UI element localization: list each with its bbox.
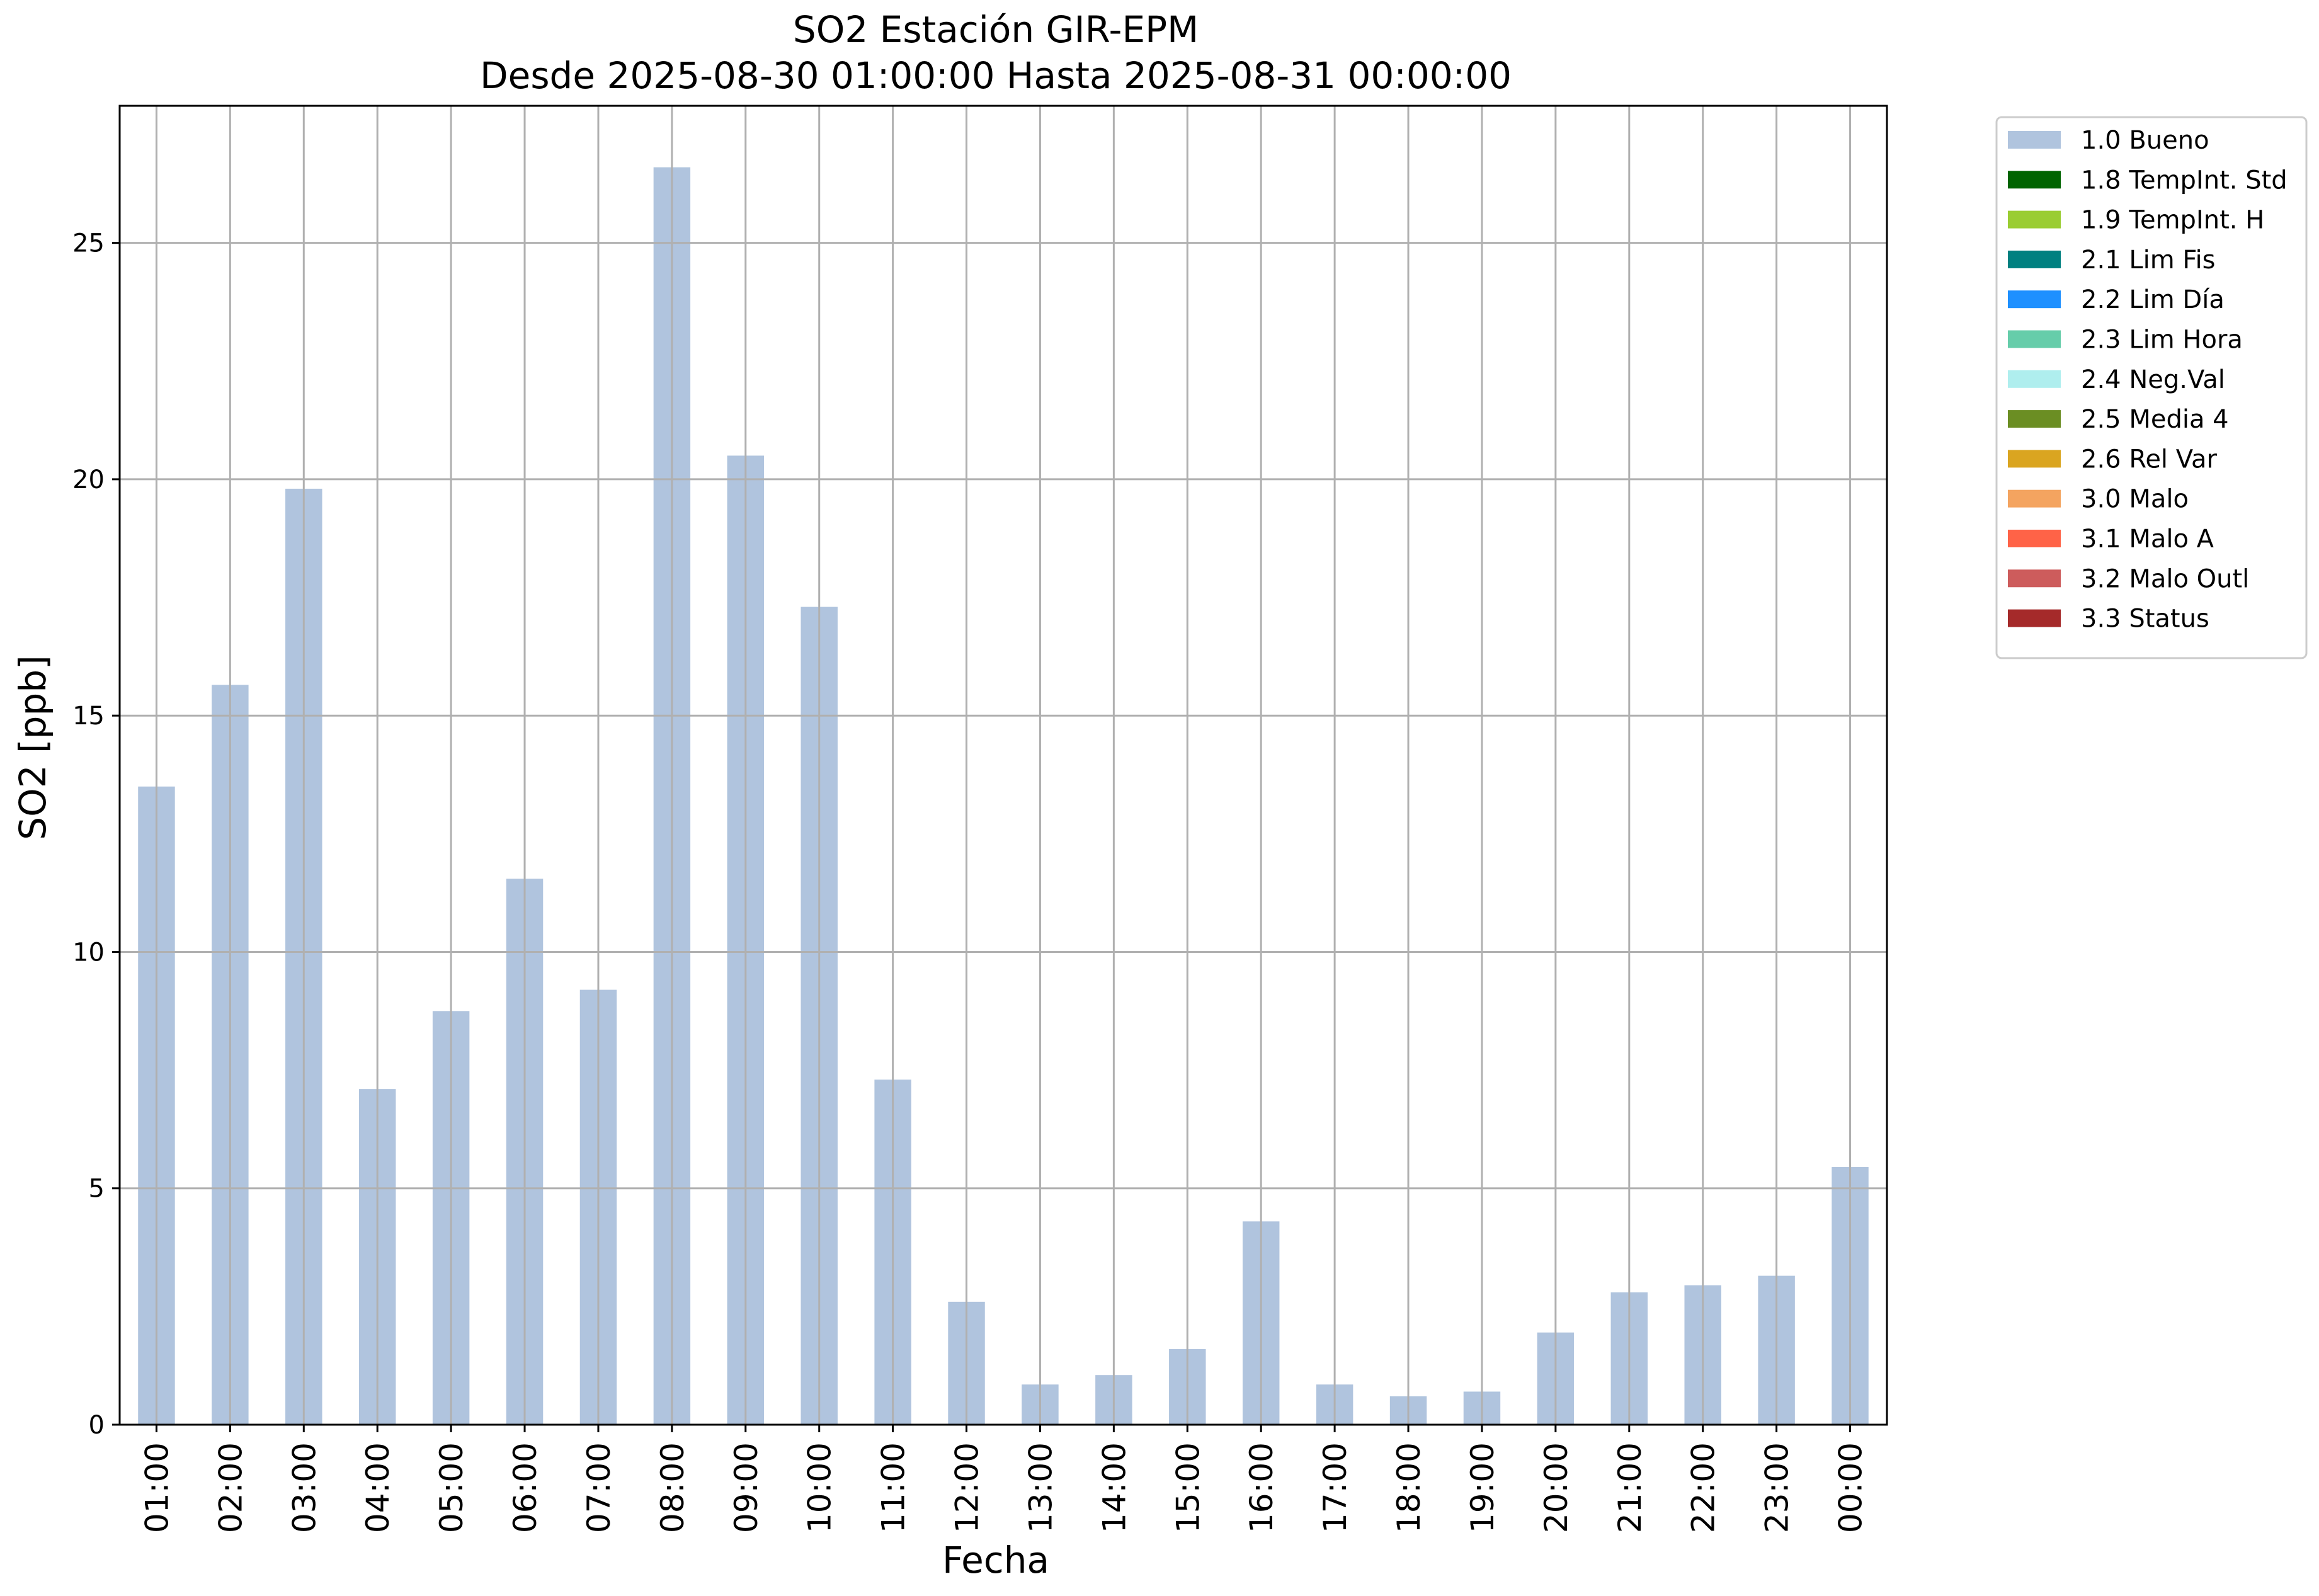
legend-swatch: [2008, 450, 2061, 468]
x-tick-label: 05:00: [433, 1442, 470, 1533]
legend-label: 3.1 Malo A: [2081, 525, 2214, 554]
legend-swatch: [2008, 250, 2061, 268]
legend-swatch: [2008, 330, 2061, 348]
x-tick-label: 23:00: [1759, 1442, 1796, 1533]
x-tick-label: 01:00: [139, 1442, 175, 1533]
legend-swatch: [2008, 370, 2061, 388]
y-tick-label: 15: [72, 702, 105, 731]
legend-label: 2.2 Lim Día: [2081, 285, 2225, 314]
legend-label: 2.3 Lim Hora: [2081, 326, 2243, 355]
legend-label: 2.1 Lim Fis: [2081, 246, 2215, 275]
x-tick-label: 12:00: [949, 1442, 986, 1533]
x-tick-label: 03:00: [286, 1442, 322, 1533]
x-tick-label: 16:00: [1243, 1442, 1280, 1533]
legend-label: 2.6 Rel Var: [2081, 445, 2218, 474]
y-axis-label: SO2 [ppb]: [11, 655, 54, 840]
x-tick-label: 17:00: [1317, 1442, 1353, 1533]
y-tick-label: 25: [72, 229, 105, 258]
x-tick-label: 18:00: [1391, 1442, 1427, 1533]
x-tick-label: 13:00: [1022, 1442, 1059, 1533]
legend-swatch: [2008, 131, 2061, 149]
y-tick-label: 5: [89, 1175, 105, 1204]
legend-label: 2.5 Media 4: [2081, 405, 2229, 434]
legend-label: 3.2 Malo Outl: [2081, 564, 2249, 593]
legend: 1.0 Bueno 1.8 TempInt. Std 1.9 TempInt. H 2…: [1995, 116, 2308, 659]
x-tick-label: 06:00: [507, 1442, 544, 1533]
legend-swatch: [2008, 290, 2061, 309]
x-tick-label: 19:00: [1464, 1442, 1501, 1533]
y-tick-label: 10: [72, 938, 105, 967]
legend-label: 1.9 TempInt. H: [2081, 206, 2264, 235]
legend-label: 2.4 Neg.Val: [2081, 365, 2225, 394]
x-tick-label: 08:00: [654, 1442, 691, 1533]
x-tick-label: 14:00: [1096, 1442, 1132, 1533]
legend-swatch: [2008, 609, 2061, 627]
y-tick-label: 0: [89, 1411, 105, 1440]
x-tick-label: 11:00: [875, 1442, 912, 1533]
legend-label: 3.3 Status: [2081, 605, 2209, 634]
legend-label: 3.0 Malo: [2081, 485, 2189, 514]
x-tick-label: 21:00: [1612, 1442, 1648, 1533]
x-tick-label: 00:00: [1833, 1442, 1869, 1533]
chart-title: SO2 Estación GIR-EPM: [793, 8, 1199, 51]
legend-swatch: [2008, 530, 2061, 547]
x-tick-label: 20:00: [1538, 1442, 1575, 1533]
x-tick-label: 15:00: [1170, 1442, 1206, 1533]
plot-frame: [118, 105, 1888, 1426]
legend-swatch: [2008, 210, 2061, 229]
legend-swatch: [2008, 410, 2061, 428]
x-axis-label: Fecha: [942, 1539, 1049, 1582]
legend-label: 1.8 TempInt. Std: [2081, 166, 2288, 195]
legend-frame: [1995, 116, 2308, 659]
chart-subtitle: Desde 2025-08-30 01:00:00 Hasta 2025-08-…: [480, 54, 1512, 97]
legend-swatch: [2008, 489, 2061, 508]
x-tick-label: 04:00: [360, 1442, 396, 1533]
legend-label: 1.0 Bueno: [2081, 126, 2209, 155]
legend-swatch: [2008, 569, 2061, 588]
x-tick-label: 22:00: [1685, 1442, 1722, 1533]
x-tick-label: 02:00: [212, 1442, 249, 1533]
y-tick-label: 20: [72, 465, 105, 494]
legend-swatch: [2008, 171, 2061, 189]
x-tick-label: 07:00: [581, 1442, 617, 1533]
x-tick-label: 10:00: [802, 1442, 838, 1533]
plot-area: 0 5 10 15 20 25 01:00 02:00 03:00 04:00 05:00 06:00…: [72, 105, 1888, 1533]
x-tick-label: 09:00: [728, 1442, 765, 1533]
